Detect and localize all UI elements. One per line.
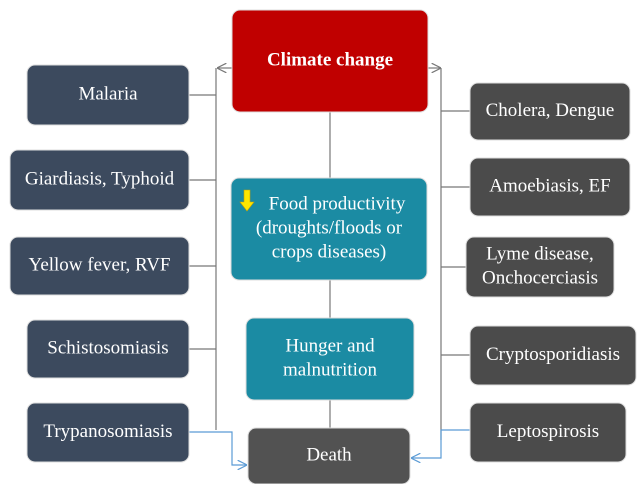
node-box xyxy=(26,64,190,126)
node-label: malnutrition xyxy=(283,359,377,380)
node-box xyxy=(469,82,631,141)
node-label: Trypanosomiasis xyxy=(43,421,172,442)
node-label: Hunger and xyxy=(285,335,375,356)
node-box xyxy=(26,319,190,379)
node-box xyxy=(26,402,190,463)
node-label: Cholera, Dengue xyxy=(486,100,615,121)
node-label: (droughts/floods or xyxy=(256,217,403,238)
node-label: crops diseases) xyxy=(272,241,387,262)
node-box xyxy=(469,325,637,386)
node-label: Food productivity xyxy=(269,193,406,214)
node-label: Climate change xyxy=(267,49,393,70)
node-label: Lyme disease, xyxy=(486,243,594,264)
node-box xyxy=(245,317,415,401)
node-label: Death xyxy=(306,444,352,465)
node-box xyxy=(230,177,428,281)
node-label: Amoebiasis, EF xyxy=(489,175,610,196)
node-box xyxy=(247,427,411,484)
node-label: Leptospirosis xyxy=(497,421,599,442)
node-label: Giardiasis, Typhoid xyxy=(25,168,175,189)
node-label: Onchocerciasis xyxy=(482,267,598,288)
node-box xyxy=(469,402,627,463)
node-label: Cryptosporidiasis xyxy=(486,344,620,365)
node-box xyxy=(9,236,190,296)
node-box xyxy=(469,157,631,217)
boxes: Climate change Malaria Giardiasis, Typhoid… xyxy=(9,9,637,484)
node-label: Yellow fever, RVF xyxy=(29,254,171,275)
node-box xyxy=(465,236,615,298)
node-label: Malaria xyxy=(78,83,138,104)
node-box xyxy=(9,149,190,211)
node-label: Schistosomiasis xyxy=(47,337,168,358)
node-box xyxy=(231,9,429,113)
down-arrow-icon xyxy=(239,189,255,212)
